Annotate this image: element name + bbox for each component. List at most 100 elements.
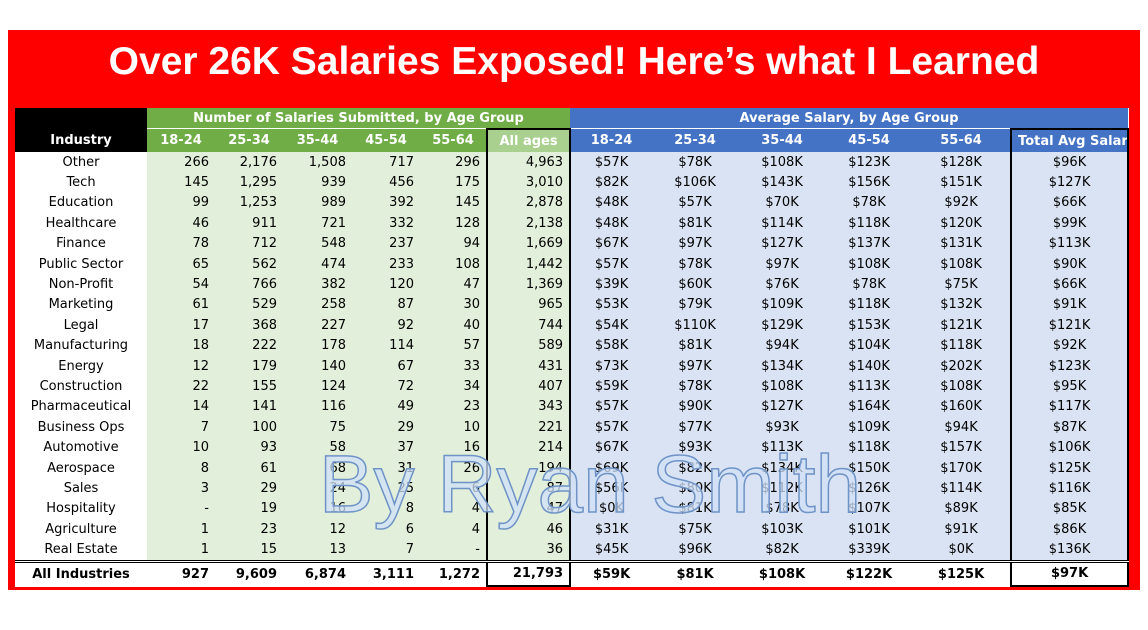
cell: $66K [1010, 192, 1130, 214]
cell: 114 [352, 335, 420, 356]
total-cell: 3,111 [352, 559, 420, 586]
cell: 26 [420, 457, 487, 479]
cell: Other [15, 152, 147, 173]
group-header: Average Salary, by Age Group [570, 108, 1129, 129]
cell: $136K [1010, 539, 1130, 562]
cell: 94 [420, 233, 487, 254]
cell: 30 [420, 294, 487, 316]
cell: $39K [570, 274, 653, 295]
cell: $127K [1010, 172, 1130, 193]
cell: 23 [420, 396, 487, 418]
cell: 10 [420, 417, 487, 438]
cell: $85K [1010, 498, 1130, 520]
cell: 24 [283, 478, 352, 499]
column-header: 35-44 [738, 129, 827, 152]
cell: Education [15, 192, 147, 214]
cell: $91K [1010, 294, 1130, 316]
cell: 145 [147, 172, 215, 193]
cell: 1,369 [485, 274, 572, 295]
cell: 237 [352, 233, 420, 254]
cell: $108K [738, 152, 827, 173]
total-cell: $97K [1010, 559, 1130, 587]
cell: $97K [652, 233, 739, 254]
cell: $57K [652, 192, 739, 214]
cell: $339K [826, 539, 913, 562]
cell: 22 [147, 376, 215, 397]
cell: 17 [147, 315, 215, 336]
cell: $81K [652, 335, 739, 356]
cell: 766 [215, 274, 283, 295]
column-header: 25-34 [652, 129, 739, 152]
cell: 222 [215, 335, 283, 356]
cell: $107K [826, 498, 913, 520]
cell: 744 [485, 315, 572, 336]
cell: $66K [1010, 274, 1130, 295]
cell: 54 [147, 274, 215, 295]
column-header: All ages [485, 128, 572, 152]
cell: 33 [420, 355, 487, 377]
cell: 2,176 [215, 152, 283, 173]
cell: 72 [352, 376, 420, 397]
cell: $99K [1010, 213, 1130, 234]
header-row: Number of Salaries Submitted, by Age Gro… [15, 108, 1129, 129]
cell: $76K [738, 274, 827, 295]
cell: $114K [738, 213, 827, 234]
cell: $121K [912, 315, 1012, 336]
cell: Sales [15, 478, 147, 499]
cell: Finance [15, 233, 147, 254]
cell: $143K [738, 172, 827, 193]
cell: $108K [912, 376, 1012, 397]
cell: 34 [420, 376, 487, 397]
cell: - [420, 539, 487, 562]
cell: Marketing [15, 294, 147, 316]
cell: 474 [283, 253, 352, 275]
cell: $150K [826, 457, 913, 479]
column-header: 45-54 [352, 129, 420, 152]
cell: $94K [738, 335, 827, 356]
cell: $54K [570, 315, 653, 336]
cell: $113K [826, 376, 913, 397]
cell: 47 [420, 274, 487, 295]
row: Finance 78 712 548 237 94 1,669 $67K $97K $127K $1… [15, 233, 1130, 254]
cell: $118K [912, 335, 1012, 356]
cell: 8 [352, 498, 420, 520]
cell: $97K [738, 253, 827, 275]
cell: 92 [352, 315, 420, 336]
cell: 145 [420, 192, 487, 214]
cell: 382 [283, 274, 352, 295]
cell: 6 [420, 478, 487, 499]
cell: $93K [738, 417, 827, 438]
cell: Pharmaceutical [15, 396, 147, 418]
cell: $140K [826, 355, 913, 377]
cell: $106K [652, 172, 739, 193]
cell: 194 [485, 457, 572, 479]
cell: $81K [652, 213, 739, 234]
cell: $126K [826, 478, 913, 499]
cell: $77K [652, 417, 739, 438]
cell: $108K [826, 253, 913, 275]
cell: $94K [912, 417, 1012, 438]
cell: Public Sector [15, 253, 147, 275]
cell: $0K [570, 498, 653, 520]
cell: Legal [15, 315, 147, 336]
cell: 1 [147, 519, 215, 540]
cell: $79K [652, 294, 739, 316]
cell: 407 [485, 376, 572, 397]
cell: $123K [826, 152, 913, 173]
cell: 31 [352, 457, 420, 479]
row: Agriculture 1 23 12 6 4 46 $31K $75K $103K $101K $9… [15, 519, 1130, 540]
total-cell: 9,609 [215, 559, 283, 586]
cell: $117K [1010, 396, 1130, 418]
cell: $106K [1010, 437, 1130, 458]
cell: $108K [738, 376, 827, 397]
cell: 46 [147, 213, 215, 234]
cell: $87K [1010, 417, 1130, 438]
total-cell: All Industries [15, 559, 147, 586]
salary-table: Number of Salaries Submitted, by Age Gro… [15, 108, 1130, 587]
cell: $0K [912, 539, 1012, 562]
cell: 7 [352, 539, 420, 562]
cell: 1,669 [485, 233, 572, 254]
cell: $114K [912, 478, 1012, 499]
header-row: Industry 18-24 25-34 35-44 45-54 55-64 All age… [15, 128, 1130, 152]
cell: $57K [570, 396, 653, 418]
